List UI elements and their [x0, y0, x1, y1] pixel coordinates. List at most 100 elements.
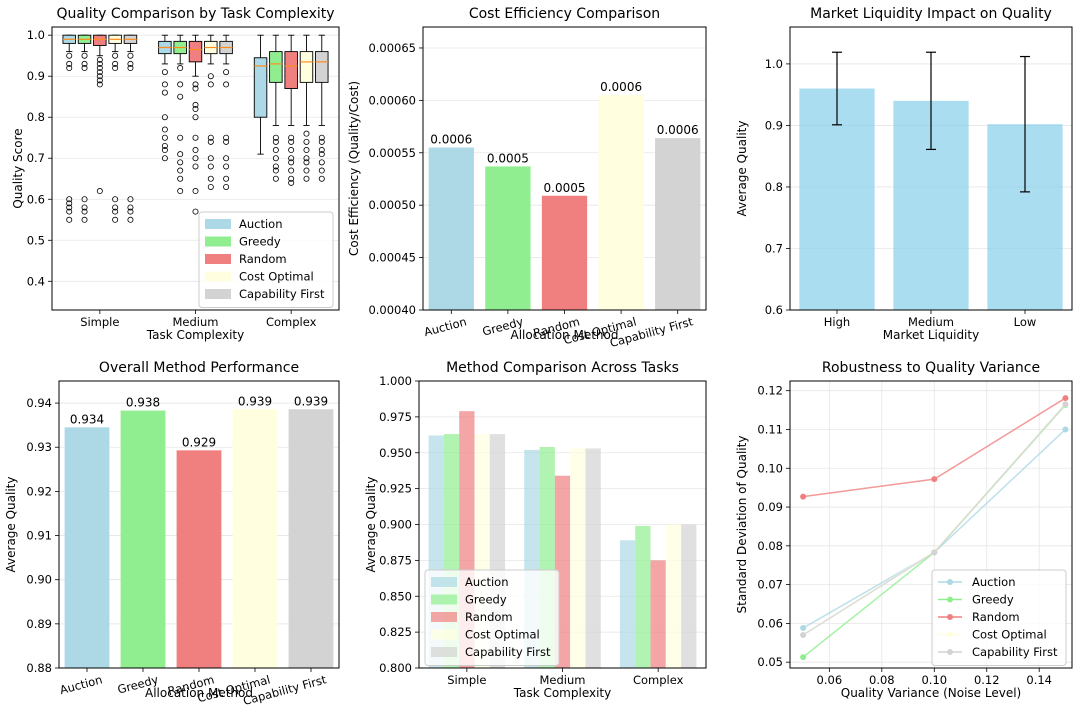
outlier-point [318, 167, 325, 174]
x-tick-label: Medium [540, 673, 586, 687]
plot-frame [789, 380, 1073, 669]
legend-swatch [431, 629, 457, 640]
outlier-point [161, 147, 168, 154]
outlier-point [192, 85, 199, 92]
outlier-point [177, 134, 184, 141]
legend-label: Cost Optimal [972, 628, 1047, 642]
outlier-point [112, 52, 119, 59]
outlier-point [177, 93, 184, 100]
box [315, 51, 329, 83]
outlier-point [318, 175, 325, 182]
bar [232, 409, 278, 668]
outlier-point [318, 138, 325, 145]
outlier-point [223, 81, 230, 88]
outlier-point [66, 65, 73, 72]
outlier-point [207, 155, 214, 162]
outlier-point [272, 155, 279, 162]
outlier-point [192, 114, 199, 121]
chart-title: Robustness to Quality Variance [822, 360, 1040, 376]
legend-label: Random [465, 610, 513, 624]
box [299, 51, 314, 83]
outlier-point [288, 175, 295, 182]
legend-swatch [205, 289, 231, 299]
y-tick-label: 0.88 [26, 661, 52, 675]
legend-label: Auction [239, 217, 283, 231]
outlier-point [66, 204, 73, 211]
data-label: 0.0006 [430, 133, 472, 147]
chart-quality_box: 0.4 0.5 0.6 0.7 0.8 0.9 1.0 Quality Comparison … [11, 6, 340, 342]
x-tick-label: Simple [80, 315, 119, 329]
outlier-point [207, 134, 214, 141]
legend-marker [947, 649, 953, 655]
outlier-point [318, 159, 325, 166]
outlier-point [96, 65, 103, 72]
bar [598, 95, 644, 310]
outlier-point [192, 81, 199, 88]
outlier-point [96, 60, 103, 67]
x-tick-label: Auction [58, 672, 104, 697]
data-label: 0.939 [294, 394, 328, 408]
x-tick-label: Auction [422, 314, 468, 339]
y-tick-label: 0.90 [26, 573, 52, 587]
legend-swatch [205, 236, 231, 247]
y-tick-label: 0.09 [757, 500, 783, 514]
outlier-point [161, 114, 168, 121]
data-point [1062, 426, 1069, 433]
bar [681, 524, 697, 668]
outlier-point [96, 81, 103, 88]
outlier-point [127, 65, 134, 72]
legend-label: Auction [972, 575, 1016, 589]
outlier-point [192, 208, 199, 215]
x-axis-label: Task Complexity [146, 328, 245, 342]
outlier-point [223, 69, 230, 76]
outlier-point [223, 138, 230, 145]
y-tick-label: 1.000 [379, 374, 412, 388]
outlier-point [207, 81, 214, 88]
data-point [1062, 395, 1069, 402]
outlier-point [177, 81, 184, 88]
outlier-point [288, 138, 295, 145]
legend-swatch [431, 577, 457, 587]
plot-frame [789, 26, 1073, 311]
outlier-point [177, 188, 184, 195]
outlier-point [192, 106, 199, 113]
outlier-point [223, 183, 230, 190]
legend-swatch [431, 612, 457, 622]
x-axis-label: Market Liquidity [883, 328, 979, 342]
y-tick-label: 0.925 [379, 482, 412, 496]
box [188, 40, 203, 63]
y-tick-label: 0.7 [765, 241, 783, 255]
outlier-point [303, 130, 310, 137]
outlier-point [127, 60, 134, 67]
data-label: 0.934 [70, 412, 104, 426]
y-tick-label: 0.900 [379, 518, 412, 532]
outlier-point [96, 56, 103, 63]
outlier-point [127, 208, 134, 215]
chart-title: Cost Efficiency Comparison [469, 6, 660, 22]
y-tick-label: 0.975 [379, 410, 412, 424]
outlier-point [303, 155, 310, 162]
bar [288, 409, 334, 668]
outlier-point [318, 134, 325, 141]
plot-frame [58, 380, 340, 669]
y-tick-label: 0.8 [765, 180, 783, 194]
plot-frame [422, 26, 707, 311]
outlier-point [81, 52, 88, 59]
outlier-point [161, 69, 168, 76]
outlier-point [288, 147, 295, 154]
bar [428, 147, 474, 310]
outlier-point [161, 126, 168, 133]
outlier-point [81, 208, 88, 215]
legend-label: Capability First [239, 287, 325, 301]
outlier-point [81, 216, 88, 223]
outlier-point [272, 147, 279, 154]
outlier-point [177, 175, 184, 182]
legend-label: Greedy [465, 593, 507, 607]
outlier-point [303, 147, 310, 154]
outlier-point [177, 65, 184, 72]
legend-swatch [431, 594, 457, 605]
y-tick-label: 0.4 [27, 274, 45, 288]
chart-across: 0.800 0.825 0.850 0.875 0.900 0.925 0.950 0.975… [364, 360, 707, 700]
legend-label: Auction [465, 575, 509, 589]
outlier-point [303, 159, 310, 166]
